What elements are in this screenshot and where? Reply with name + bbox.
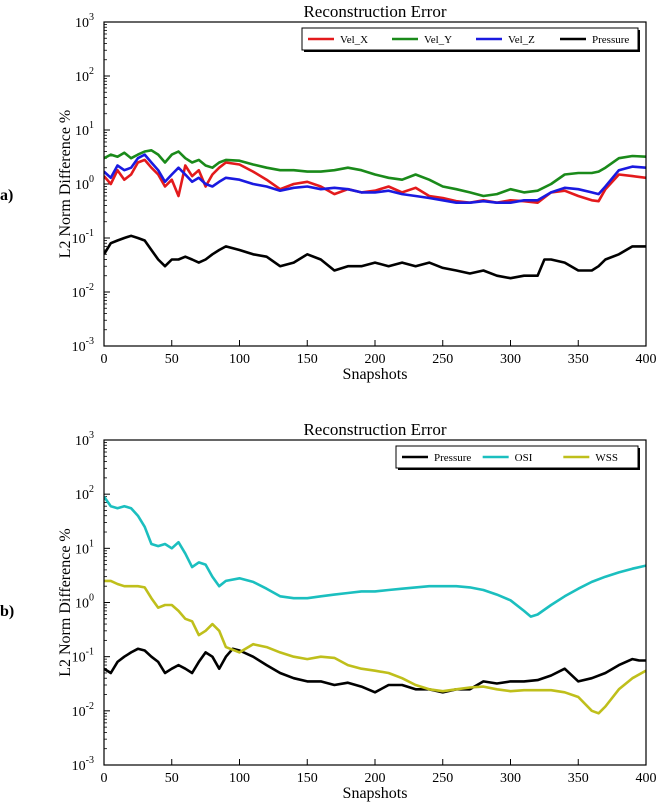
y-tick-label: 10-1 — [72, 647, 94, 666]
y-tick-label: 103 — [75, 430, 94, 449]
legend-box — [301, 27, 639, 51]
x-tick-label: 100 — [229, 771, 250, 786]
plot-frame — [103, 439, 647, 766]
series-line-vel-y — [104, 149, 646, 198]
y-axis-label: L2 Norm Difference % — [57, 110, 74, 259]
series-line-vel-x — [104, 158, 646, 204]
x-tick-label: 350 — [568, 771, 589, 786]
series-line-wss — [104, 579, 646, 715]
y-tick-label: 10-3 — [72, 755, 94, 774]
legend-label: WSS — [595, 452, 618, 464]
y-tick-label: 100 — [75, 174, 94, 193]
x-tick-label: 100 — [229, 352, 250, 367]
legend-label: Vel_Z — [508, 34, 535, 46]
x-tick-label: 200 — [365, 352, 386, 367]
y-tick-label: 10-2 — [72, 701, 94, 720]
x-tick-label: 200 — [365, 771, 386, 786]
chart-title: Reconstruction Error — [303, 2, 446, 21]
x-axis-label: Snapshots — [343, 785, 408, 802]
legend: Pressure OSI WSS — [395, 445, 639, 469]
x-tick-label: 0 — [101, 352, 108, 367]
x-tick-label: 150 — [297, 352, 318, 367]
panel-label: b) — [0, 603, 14, 620]
chart-panel-b: 10-3 10-2 10-1 100 101 102 103 0 50 100 150 200 250 3… — [0, 420, 657, 802]
plot-frame — [103, 21, 647, 347]
x-tick-label: 300 — [500, 352, 521, 367]
series-line-pressure — [104, 234, 646, 280]
x-tick-label: 350 — [568, 352, 589, 367]
y-axis-label: L2 Norm Difference % — [57, 528, 74, 677]
y-tick-label: 102 — [75, 66, 94, 85]
x-tick-label: 50 — [165, 771, 179, 786]
series-line-osi — [104, 495, 646, 618]
y-tick-label: 103 — [75, 12, 94, 31]
x-tick-label: 300 — [500, 771, 521, 786]
x-tick-label: 0 — [101, 771, 108, 786]
legend: Vel_X Vel_Y Vel_Z Pressure — [301, 27, 639, 51]
series-line-pressure — [104, 647, 646, 694]
x-tick-label: 250 — [432, 352, 453, 367]
x-axis-label: Snapshots — [343, 366, 408, 383]
legend-box — [395, 445, 639, 469]
legend-label: Pressure — [592, 34, 629, 46]
legend-label: Vel_Y — [424, 34, 452, 46]
y-tick-label: 10-3 — [72, 336, 94, 355]
panel-label: a) — [0, 187, 13, 204]
series-line-vel-z — [104, 153, 646, 204]
chart-title: Reconstruction Error — [303, 420, 446, 439]
x-tick-label: 250 — [432, 771, 453, 786]
y-tick-label: 101 — [75, 538, 94, 557]
y-tick-label: 101 — [75, 120, 94, 139]
y-tick-label: 102 — [75, 484, 94, 503]
legend-label: OSI — [515, 452, 533, 464]
legend-label: Vel_X — [340, 34, 368, 46]
x-tick-label: 400 — [636, 771, 657, 786]
y-tick-label: 100 — [75, 593, 94, 612]
x-tick-label: 400 — [636, 352, 657, 367]
x-tick-label: 50 — [165, 352, 179, 367]
y-tick-label: 10-2 — [72, 282, 94, 301]
legend-label: Pressure — [434, 452, 471, 464]
y-tick-label: 10-1 — [72, 228, 94, 247]
x-tick-label: 150 — [297, 771, 318, 786]
chart-panel-a: 10-3 10-2 10-1 100 101 102 103 0 50 100 150 200 250 3… — [0, 2, 657, 383]
